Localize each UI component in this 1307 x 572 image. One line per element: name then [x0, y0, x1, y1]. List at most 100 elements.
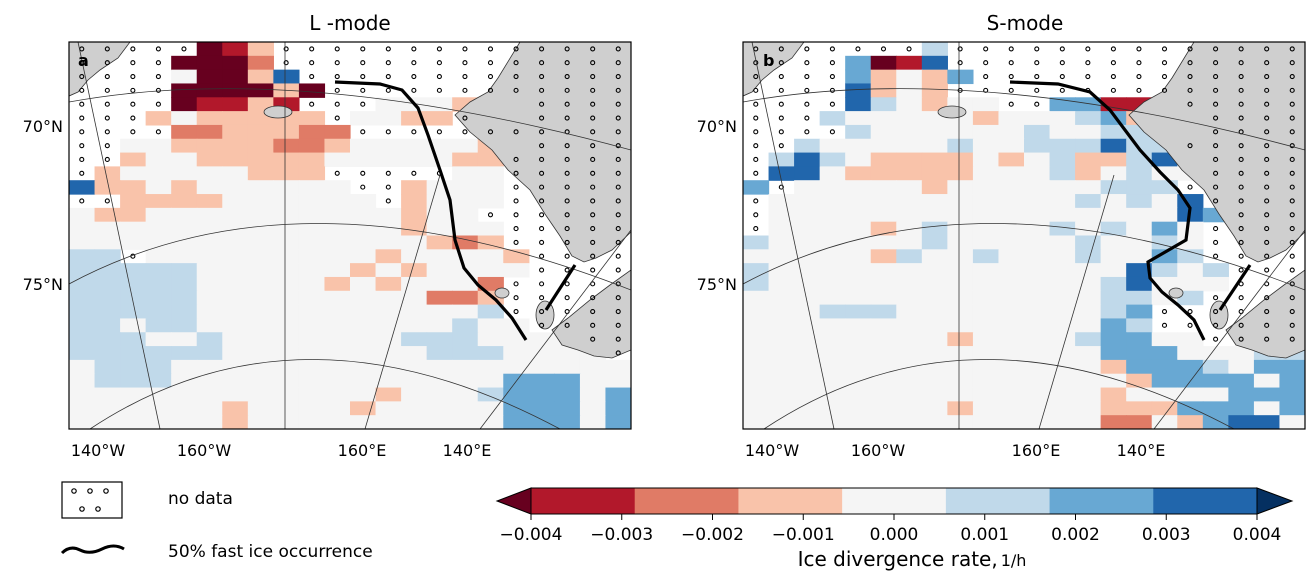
grid-cell [1126, 235, 1153, 250]
grid-cell [998, 304, 1025, 320]
grid-cell [998, 221, 1025, 237]
no-data-marker [804, 46, 810, 52]
no-data-marker [385, 60, 391, 66]
grid-cell [375, 111, 402, 126]
grid-cell [1253, 387, 1281, 402]
colorbar-tick-label: 0.000 [870, 525, 919, 545]
no-data-marker [1008, 46, 1014, 52]
grid-cell [196, 249, 223, 264]
no-data-marker [778, 129, 784, 135]
no-data-marker [855, 46, 861, 52]
grid-cell [477, 332, 504, 347]
no-data-marker [1238, 156, 1244, 163]
no-data-marker [462, 74, 468, 80]
grid-cell [324, 124, 351, 140]
grid-cell [120, 359, 147, 375]
grid-cell [794, 166, 821, 181]
panel-a-land-siberia [454, 42, 631, 263]
no-data-marker [829, 74, 835, 80]
grid-cell [247, 373, 274, 389]
grid-cell [375, 290, 402, 306]
no-data-marker [360, 87, 366, 93]
grid-cell [1126, 401, 1153, 416]
no-data-marker [1289, 239, 1295, 245]
grid-cell [145, 304, 172, 320]
grid-cell [426, 152, 453, 167]
grid-cell [1024, 194, 1051, 209]
grid-cell [401, 401, 428, 416]
grid-cell [1100, 373, 1127, 389]
grid-cell [247, 290, 274, 306]
grid-cell [921, 373, 948, 389]
grid-cell [1126, 318, 1153, 333]
grid-cell [273, 221, 300, 237]
grid-cell [819, 387, 846, 402]
grid-cell [401, 207, 428, 223]
grid-cell [69, 346, 96, 361]
grid-cell [503, 346, 530, 361]
panel-a-land-alaska [69, 42, 131, 97]
no-data-marker [360, 46, 366, 52]
grid-cell [452, 207, 479, 223]
grid-cell [298, 359, 326, 375]
grid-cell [426, 304, 453, 320]
grid-cell [554, 346, 581, 361]
no-data-marker [539, 267, 545, 273]
no-data-marker [1213, 295, 1219, 301]
grid-cell [145, 221, 172, 237]
grid-cell [528, 387, 555, 402]
grid-cell [870, 166, 897, 181]
no-data-marker [513, 239, 519, 245]
grid-cell [1151, 221, 1178, 237]
grid-cell [1024, 124, 1051, 140]
grid-cell [998, 207, 1025, 223]
grid-cell [375, 415, 402, 429]
grid-cell [196, 318, 223, 333]
grid-cell [145, 180, 172, 195]
grid-cell [998, 138, 1025, 154]
no-data-marker [155, 101, 161, 107]
grid-cell [120, 304, 147, 320]
no-data-marker [155, 60, 161, 66]
grid-cell [247, 138, 274, 154]
no-data-marker [360, 101, 366, 107]
grid-cell [120, 415, 147, 429]
grid-cell [1049, 235, 1076, 250]
panel-a-no-data-dots [79, 46, 621, 356]
grid-cell [273, 415, 300, 429]
grid-cell [94, 290, 121, 306]
no-data-marker [1264, 74, 1270, 80]
grid-cell [768, 387, 795, 402]
no-data-marker [615, 115, 621, 121]
grid-cell [998, 111, 1025, 126]
no-data-marker [130, 46, 136, 52]
grid-cell [743, 387, 770, 402]
no-data-marker [615, 60, 621, 66]
no-data-marker [615, 87, 621, 93]
grid-cell [794, 263, 821, 278]
no-data-marker [615, 184, 621, 190]
grid-cell [870, 180, 897, 195]
grid-cell [145, 290, 172, 306]
grid-cell [896, 387, 923, 402]
grid-cell [845, 124, 872, 140]
grid-cell [819, 207, 846, 223]
no-data-marker [590, 212, 596, 218]
grid-cell [998, 401, 1025, 416]
grid-cell [94, 180, 121, 195]
no-data-marker [1264, 295, 1270, 301]
grid-cell [120, 194, 147, 209]
grid-cell [972, 194, 1000, 209]
grid-cell [69, 276, 96, 292]
grid-cell [1024, 111, 1051, 126]
grid-cell [120, 235, 147, 250]
grid-cell [298, 124, 326, 140]
no-data-marker [1110, 46, 1116, 52]
grid-cell [120, 387, 147, 402]
grid-cell [196, 290, 223, 306]
grid-cell [1024, 373, 1051, 389]
no-data-marker [1008, 101, 1014, 107]
grid-cell [605, 359, 631, 375]
grid-cell [273, 207, 300, 223]
colorbar-tick-label: −0.002 [681, 525, 744, 545]
